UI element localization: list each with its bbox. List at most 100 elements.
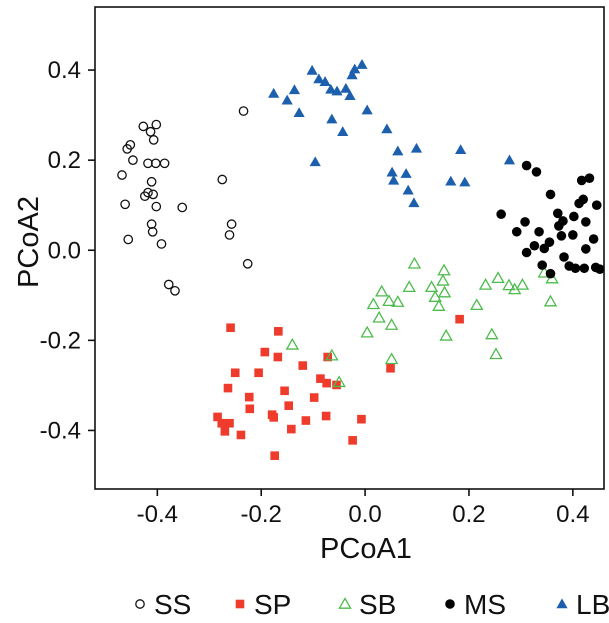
point-ms [578,194,589,205]
point-ms [539,243,550,254]
legend-label-ms: MS [464,589,506,620]
point-sp [284,401,294,410]
point-lb [293,107,305,118]
legend: SS SP SB MS LB [135,589,609,620]
point-sp [348,436,357,445]
x-tick-label: 0.4 [556,501,589,528]
point-ms [581,244,591,254]
point-sb [424,280,439,293]
point-sb [402,280,416,293]
point-sp [220,427,230,436]
point-sb [439,328,453,341]
point-ms [545,189,556,200]
point-ms [556,231,567,241]
x-tick-label: 0.0 [348,501,381,528]
point-sb [437,263,451,276]
tick-layer: -0.4 -0.2 0.0 0.2 0.4 -0.4 -0.2 0.0 0.2 0.4 [40,57,590,528]
point-sp [321,411,331,421]
point-sp [455,314,464,324]
y-tick-label: 0.4 [48,57,81,84]
point-sb [325,348,339,361]
point-sp [322,378,331,388]
point-lb [325,83,337,94]
legend-label-sp: SP [254,589,291,620]
point-sb [437,285,452,298]
point-sp [269,413,278,422]
point-ss [120,199,130,210]
point-sp [245,404,255,414]
point-sp [270,451,280,460]
legend-marker-ms [445,599,455,609]
point-ms [576,175,587,186]
point-sp [244,392,254,402]
point-ss [217,174,228,185]
point-ms [584,173,595,183]
legend-marker-lb [556,598,568,609]
point-ss [140,191,150,202]
point-lb [281,94,293,105]
point-ss [123,234,134,245]
point-ss [145,126,156,137]
x-axis-title: PCoA1 [320,533,412,565]
point-ss [146,219,157,229]
point-sp [230,368,240,378]
point-ms [545,268,556,279]
point-ms [569,211,579,222]
point-sb [543,294,558,307]
point-ms [496,209,506,220]
point-ms [511,226,522,237]
legend-label-lb: LB [576,589,609,620]
point-lb [313,73,325,84]
point-sp [332,380,341,390]
point-ss [128,155,138,166]
point-lb [410,142,423,153]
point-ms [534,226,544,237]
point-ms [552,208,563,219]
x-tick-label: -0.4 [137,501,178,528]
point-lb [400,168,412,178]
point-sb [374,284,389,297]
point-lb [340,82,352,93]
point-ss [238,106,249,116]
point-ms [559,252,569,262]
point-lb [326,113,338,124]
point-lb [319,76,331,86]
legend-label-ss: SS [154,589,191,620]
point-ss [138,121,149,132]
series-lb [268,59,516,208]
point-sb [491,271,505,284]
point-lb [288,84,301,95]
point-sp [217,418,227,428]
point-sp [301,416,311,425]
point-ss [143,158,153,169]
point-sp [316,374,325,383]
point-ms [521,247,532,258]
point-sb [515,278,530,290]
point-ms [520,217,530,227]
point-lb [402,184,414,195]
point-sb [432,299,446,311]
point-lb [309,156,321,167]
point-sp [236,430,246,440]
point-ss [159,158,170,169]
point-sp [357,414,366,424]
point-sp [260,347,270,357]
point-lb [331,85,343,96]
point-sb [366,297,381,310]
point-sp [273,352,283,362]
point-lb [349,63,361,74]
point-lb [268,87,280,98]
point-sb [372,310,386,323]
legend-marker-sb [338,597,352,609]
point-sp [225,418,234,428]
plot-frame [94,6,605,490]
point-lb [306,64,318,75]
point-ss [177,202,188,213]
point-ms [537,260,547,270]
point-sb [407,256,422,269]
point-sb [436,273,450,286]
point-lb [408,197,420,208]
point-sp [309,393,319,402]
point-lb [392,145,404,156]
point-lb [361,104,373,115]
